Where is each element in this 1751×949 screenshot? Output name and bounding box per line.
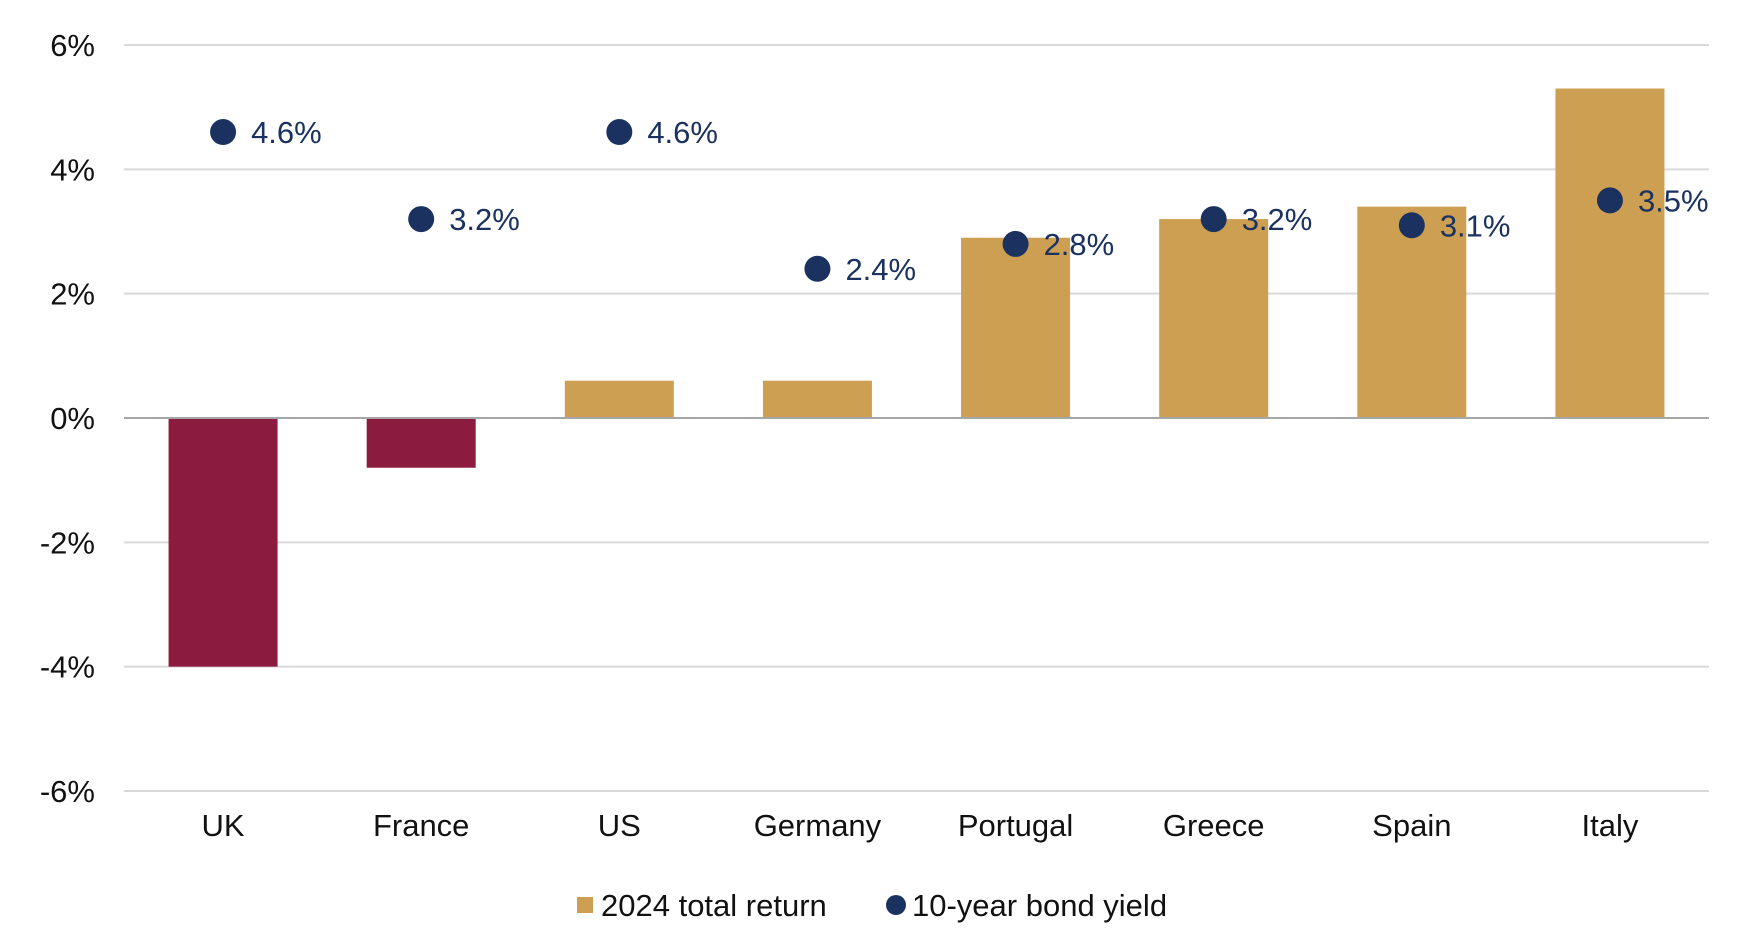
y-tick-label: 0%: [50, 401, 95, 436]
category-label-italy: Italy: [1582, 808, 1639, 843]
y-axis-ticks: 6% 4% 2% 0% -2% -4% -6%: [40, 28, 95, 809]
y-tick-label: 2%: [50, 277, 95, 312]
legend-swatch-total-return: [577, 897, 593, 913]
category-label-us: US: [598, 808, 641, 843]
bar-uk: [168, 418, 278, 667]
yield-point-us: [606, 119, 633, 146]
category-label-germany: Germany: [754, 808, 882, 843]
legend: 2024 total return 10-year bond yield: [577, 888, 1167, 923]
y-tick-label: -6%: [40, 774, 95, 809]
bars: [168, 88, 1665, 667]
yield-point-uk: [210, 119, 237, 146]
yield-point-greece: [1200, 206, 1227, 233]
yield-point-portugal: [1002, 230, 1029, 257]
yield-point-france: [408, 206, 435, 233]
y-tick-label: 6%: [50, 28, 95, 63]
y-tick-label: 4%: [50, 152, 95, 187]
bar-portugal: [961, 237, 1071, 418]
bar-italy: [1555, 88, 1665, 419]
bar-us: [564, 380, 674, 418]
yield-label-germany: 2.4%: [845, 252, 916, 287]
yield-label-italy: 3.5%: [1638, 183, 1709, 218]
gridlines: [124, 44, 1709, 792]
yield-point-spain: [1398, 212, 1425, 239]
category-label-france: France: [373, 808, 469, 843]
y-tick-label: -2%: [40, 525, 95, 560]
yield-label-uk: 4.6%: [251, 115, 322, 150]
category-label-portugal: Portugal: [958, 808, 1073, 843]
yield-label-spain: 3.1%: [1440, 208, 1511, 243]
category-label-greece: Greece: [1163, 808, 1265, 843]
legend-swatch-bond-yield: [886, 895, 906, 915]
bar-greece: [1159, 219, 1269, 418]
bar-germany: [762, 380, 872, 418]
legend-label-total-return: 2024 total return: [601, 888, 827, 923]
yield-point-germany: [804, 255, 831, 282]
bar-spain: [1357, 206, 1467, 418]
yield-labels: 4.6% 3.2% 4.6% 2.4% 2.8% 3.2% 3.1% 3.5%: [251, 115, 1709, 287]
yield-label-france: 3.2%: [449, 202, 520, 237]
yield-points: [210, 119, 1623, 282]
yield-label-us: 4.6%: [647, 115, 718, 150]
yield-label-portugal: 2.8%: [1044, 227, 1115, 262]
bar-france: [366, 418, 476, 468]
category-label-spain: Spain: [1372, 808, 1451, 843]
y-tick-label: -4%: [40, 650, 95, 685]
yield-point-italy: [1596, 187, 1623, 214]
category-label-uk: UK: [202, 808, 245, 843]
x-axis-categories: UK France US Germany Portugal Greece Spain Ital…: [202, 808, 1639, 843]
legend-label-bond-yield: 10-year bond yield: [912, 888, 1167, 923]
yield-label-greece: 3.2%: [1242, 202, 1313, 237]
